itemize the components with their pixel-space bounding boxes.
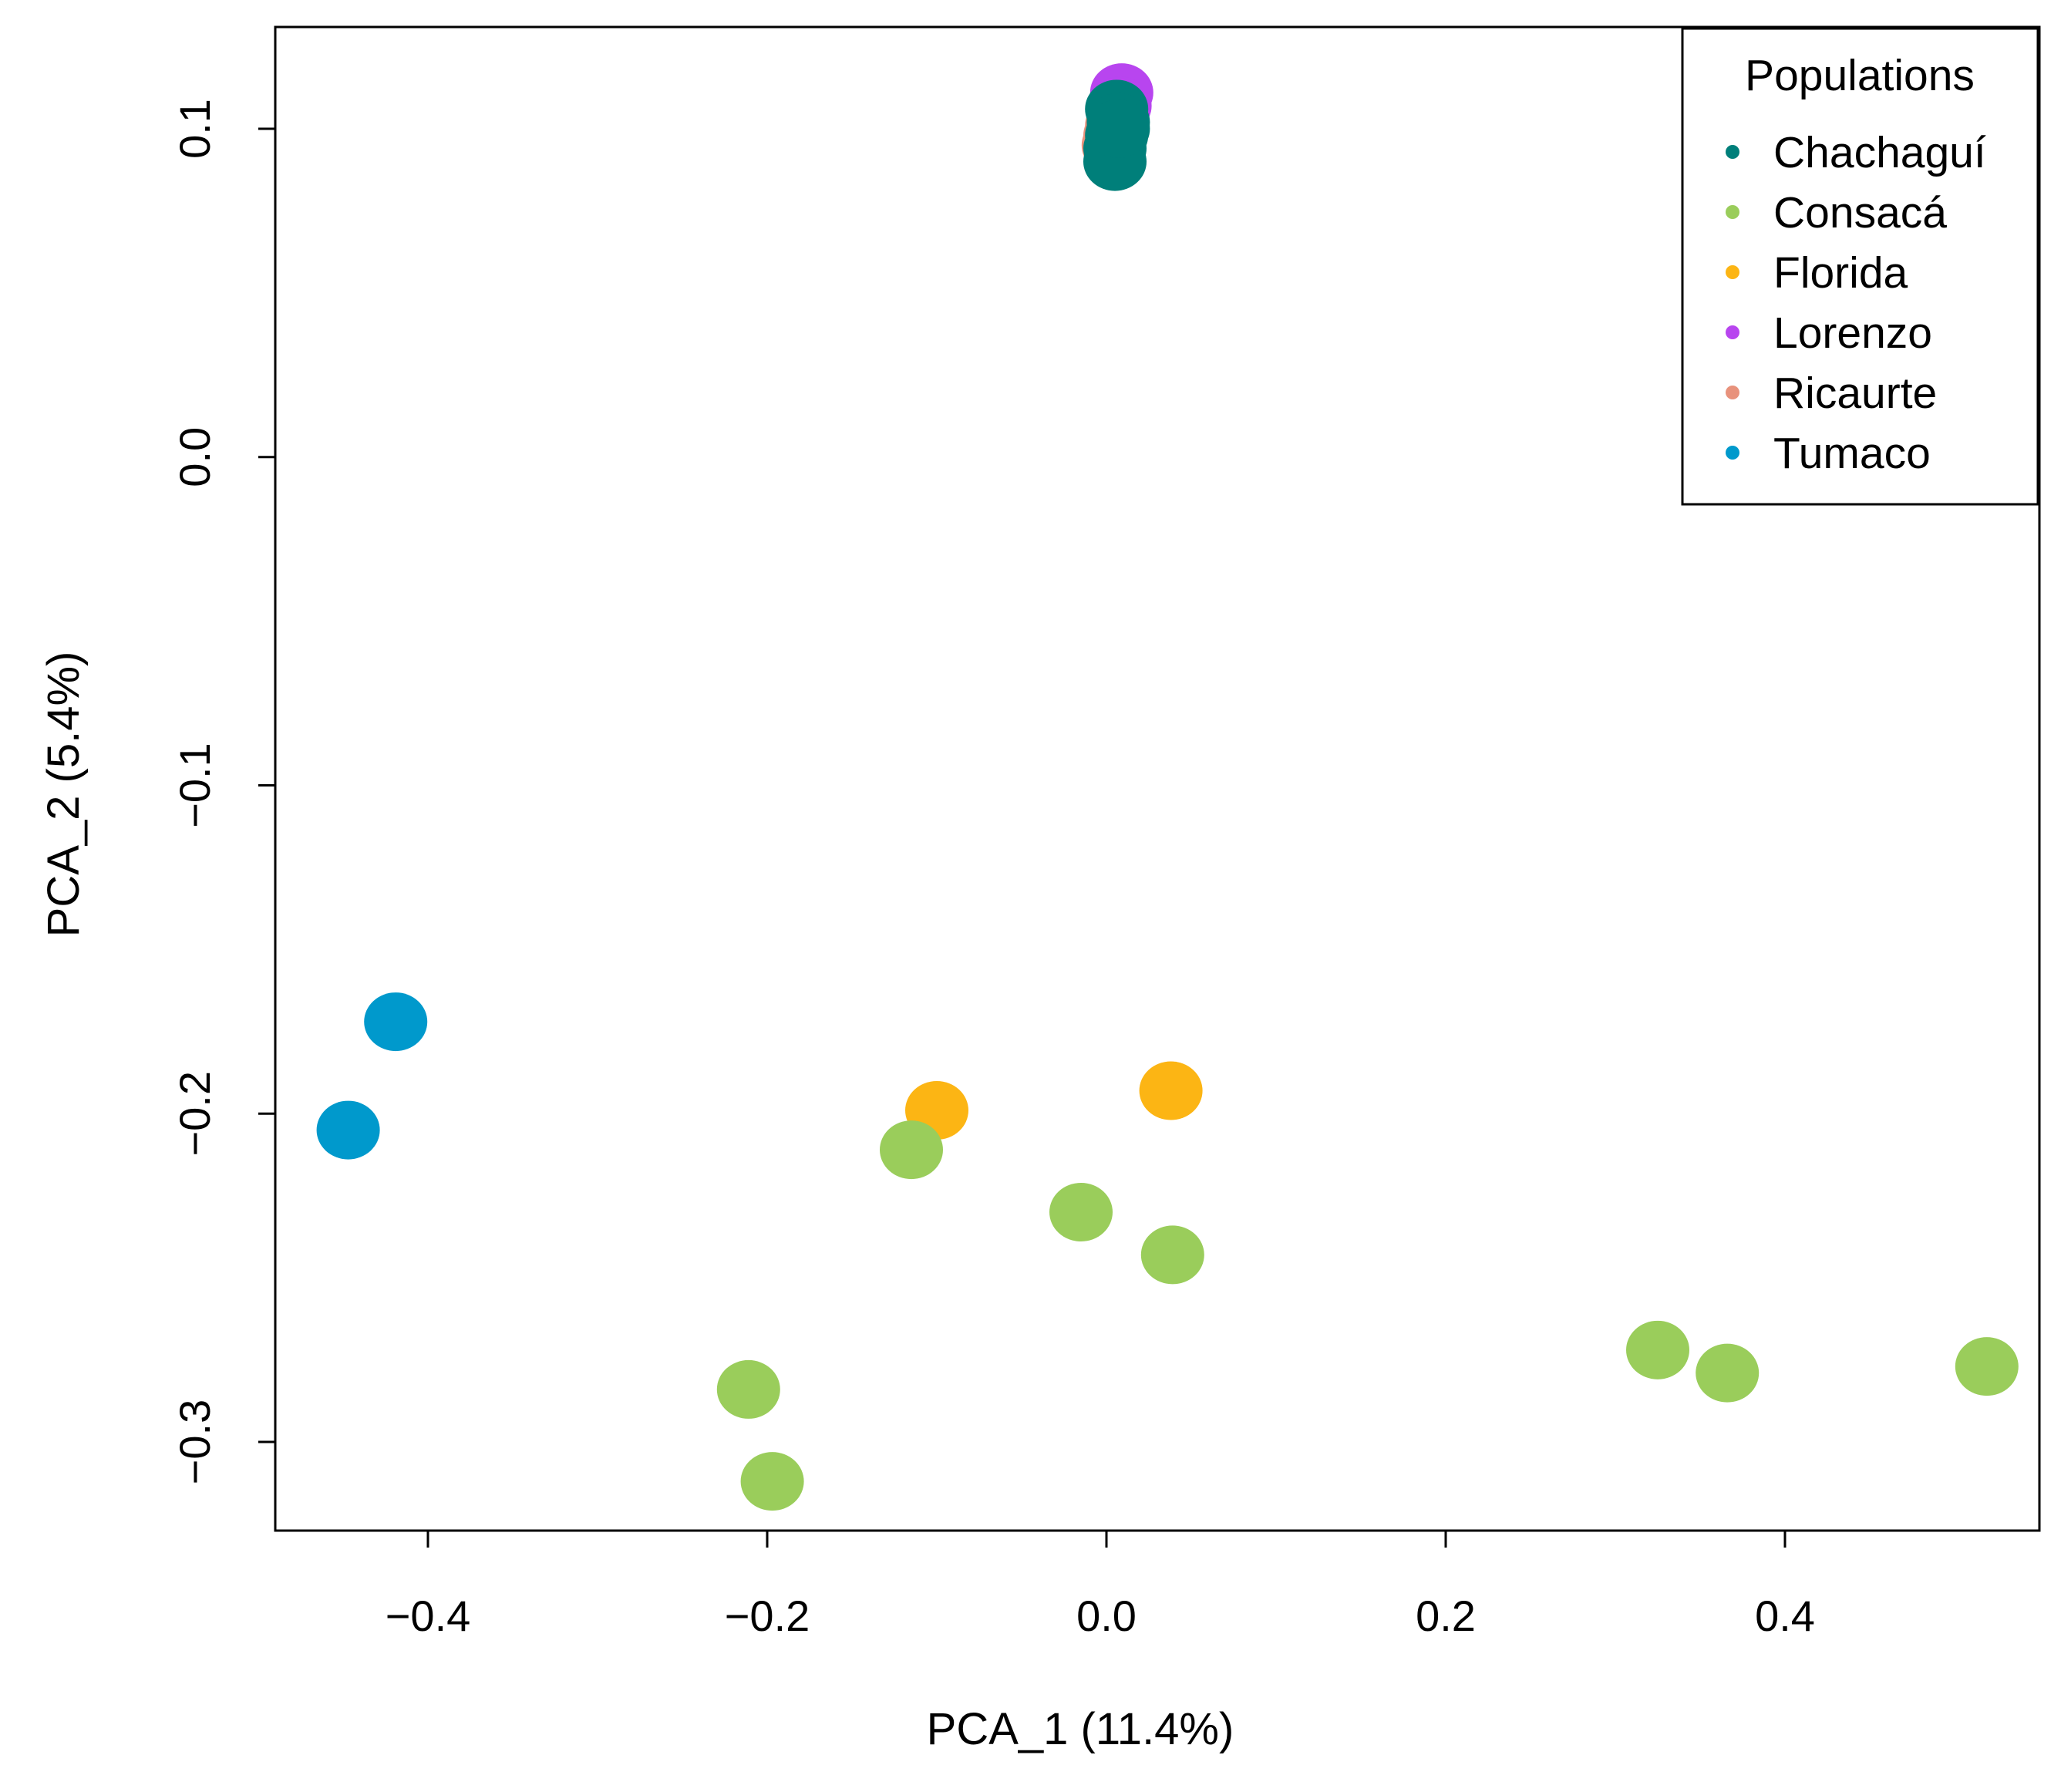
- legend-swatch: [1726, 145, 1739, 159]
- point-consaca: [740, 1452, 804, 1511]
- point-florida: [1139, 1061, 1203, 1120]
- point-consaca: [1955, 1337, 2019, 1396]
- y-tick-label: −0.1: [170, 743, 219, 828]
- legend-item-label: Tumaco: [1773, 429, 1931, 478]
- legend-title: Populations: [1745, 51, 1975, 100]
- point-consaca: [880, 1120, 943, 1180]
- legend-swatch: [1726, 205, 1739, 219]
- point-consaca: [1696, 1343, 1760, 1403]
- y-tick-label: −0.3: [170, 1400, 219, 1485]
- legend-swatch: [1726, 265, 1739, 279]
- x-tick-label: 0.4: [1755, 1592, 1815, 1640]
- point-consaca: [1626, 1320, 1689, 1379]
- point-consaca: [1140, 1225, 1204, 1285]
- y-tick-label: −0.2: [170, 1071, 219, 1157]
- point-tumaco: [316, 1100, 380, 1160]
- legend-swatch: [1726, 325, 1739, 339]
- y-tick-label: 0.0: [170, 427, 219, 487]
- point-consaca: [716, 1359, 780, 1419]
- legend-box: [1681, 27, 2039, 506]
- y-tick-label: 0.1: [170, 99, 219, 159]
- legend-swatch: [1726, 386, 1739, 399]
- point-consaca: [1049, 1183, 1113, 1242]
- x-tick-label: −0.4: [386, 1592, 471, 1640]
- x-axis-label: PCA_1 (11.4%): [927, 1704, 1234, 1754]
- plot-frame: [274, 25, 2041, 1532]
- point-tumaco: [364, 992, 428, 1052]
- y-axis-label: PCA_2 (5.4%): [39, 652, 89, 938]
- legend-item-label: Lorenzo: [1773, 308, 1932, 358]
- legend-item-label: Chachaguí: [1773, 128, 1986, 177]
- legend-swatch: [1726, 446, 1739, 460]
- x-tick-label: 0.0: [1076, 1592, 1137, 1640]
- legend-item-label: Ricaurte: [1773, 369, 1937, 418]
- legend-item-label: Florida: [1773, 248, 1908, 298]
- point-chachagui: [1086, 99, 1150, 158]
- x-tick-label: 0.2: [1416, 1592, 1476, 1640]
- x-tick-label: −0.2: [725, 1592, 810, 1640]
- legend-item-label: Consacá: [1773, 188, 1947, 237]
